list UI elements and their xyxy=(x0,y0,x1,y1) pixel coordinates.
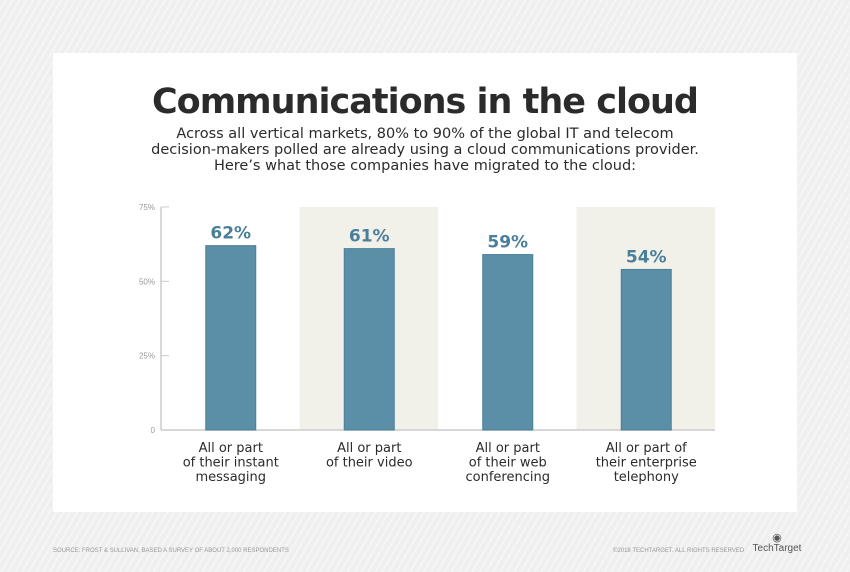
y-tick-label: 0 xyxy=(151,426,156,435)
chart-subtitle: Across all vertical markets, 80% to 90% … xyxy=(0,126,850,174)
techtarget-logo: ◉ TechTarget xyxy=(752,531,802,554)
data-label: 61% xyxy=(349,227,390,247)
subtitle-line: Across all vertical markets, 80% to 90% … xyxy=(176,126,674,142)
category-label: All or part xyxy=(476,441,540,456)
category-label: their enterprise xyxy=(596,456,697,471)
category-label: of their web xyxy=(469,456,547,471)
eye-icon: ◉ xyxy=(772,531,782,544)
bar xyxy=(205,245,257,431)
category-label: messaging xyxy=(195,470,266,485)
category-label: All or part xyxy=(199,441,263,456)
bar xyxy=(620,268,672,431)
y-tick-label: 25% xyxy=(139,352,155,361)
subtitle-line: decision-makers polled are already using… xyxy=(151,142,699,158)
category-label: telephony xyxy=(614,470,679,485)
category-label: All or part xyxy=(337,441,401,456)
bar xyxy=(482,254,534,431)
category-label: of their instant xyxy=(183,456,279,471)
chart-title: Communications in the cloud xyxy=(151,82,699,122)
source-note: SOURCE: FROST & SULLIVAN, BASED A SURVEY… xyxy=(53,548,289,554)
data-label: 62% xyxy=(210,224,251,244)
y-tick-label: 75% xyxy=(139,203,155,212)
category-label: All or part of xyxy=(606,441,687,456)
category-label: conferencing xyxy=(466,470,550,485)
data-label: 54% xyxy=(626,247,667,267)
copyright: ©2018 TECHTARGET. ALL RIGHTS RESERVED xyxy=(613,548,745,554)
category-label: of their video xyxy=(326,456,413,471)
data-label: 59% xyxy=(487,233,528,253)
bar xyxy=(343,248,395,431)
subtitle-line: Here’s what those companies have migrate… xyxy=(213,158,637,174)
y-tick-label: 50% xyxy=(139,277,155,286)
